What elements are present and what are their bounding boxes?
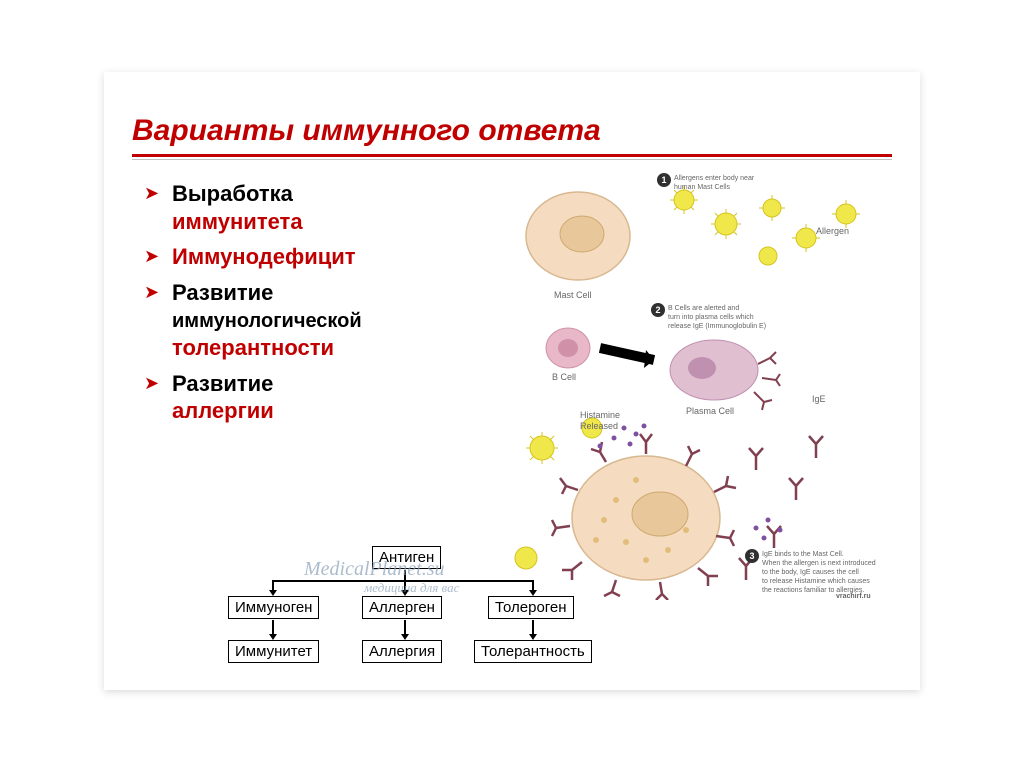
- histamine-label: HistamineReleased: [580, 410, 620, 431]
- bcell-label: B Cell: [552, 372, 576, 382]
- bullet-item: Развитие иммунологической толерантности: [144, 279, 502, 362]
- mast-cell-label: Mast Cell: [554, 290, 592, 300]
- step1-text: Allergens enter body nearhuman Mast Cell…: [674, 175, 755, 191]
- bullet-text: Иммунодефицит: [172, 244, 356, 269]
- fc-box: Иммуноген: [228, 596, 319, 619]
- bullet-item: Развитие аллергии: [144, 370, 502, 425]
- ige-antibodies: [754, 352, 780, 410]
- fc-box: Толероген: [488, 596, 574, 619]
- svg-text:2: 2: [655, 305, 660, 315]
- title-block: Варианты иммунного ответа: [104, 72, 920, 168]
- step3-text: IgE binds to the Mast Cell.When the alle…: [762, 551, 876, 594]
- bullet-text: иммунитета: [172, 209, 303, 234]
- fc-box: Иммунитет: [228, 640, 319, 663]
- diagram-column: Mast Cell Allergen 1 Allergens enter bod…: [502, 174, 902, 433]
- svg-text:1: 1: [661, 175, 666, 185]
- step2-text: B Cells are alerted andturn into plasma …: [668, 305, 766, 330]
- slide: Варианты иммунного ответа Выработка имму…: [104, 72, 920, 690]
- bullet-text: аллергии: [172, 398, 274, 423]
- immune-cell-diagram: Mast Cell Allergen 1 Allergens enter bod…: [496, 170, 916, 600]
- ige-label: IgE: [812, 394, 826, 404]
- bullet-item: Выработка иммунитета: [144, 180, 502, 235]
- bullet-text: Выработка: [172, 181, 293, 206]
- title-rule: [132, 154, 892, 157]
- fc-box: Аллерген: [362, 596, 442, 619]
- bullet-text: иммунологической: [172, 310, 362, 332]
- slide-title: Варианты иммунного ответа: [132, 114, 892, 148]
- svg-text:3: 3: [749, 551, 754, 561]
- bullet-text: толерантности: [172, 335, 334, 360]
- watermark-sub: медицина для вас: [364, 580, 459, 596]
- allergen-label: Allergen: [816, 226, 849, 236]
- title-rule-secondary: [132, 159, 892, 160]
- bullet-text: Развитие: [172, 371, 273, 396]
- attribution: vrachirf.ru: [836, 593, 871, 600]
- watermark-main: MedicalPlanet.su: [304, 558, 445, 581]
- step2-group: B Cell Plasma Cell IgE: [546, 303, 826, 416]
- plasma-label: Plasma Cell: [686, 406, 734, 416]
- content-row: Выработка иммунитета Иммунодефицит Разви…: [104, 168, 920, 433]
- step1-group: Mast Cell Allergen 1 Allergens enter bod…: [526, 173, 860, 300]
- bullet-text: Развитие: [172, 280, 273, 305]
- bullet-item: Иммунодефицит: [144, 243, 502, 271]
- fc-box: Толерантность: [474, 640, 592, 663]
- fc-box: Аллергия: [362, 640, 442, 663]
- antigen-flowchart: Антиген Иммуноген Аллерген Толероген Имм…: [234, 546, 614, 686]
- bullet-list: Выработка иммунитета Иммунодефицит Разви…: [122, 180, 502, 425]
- bullet-column: Выработка иммунитета Иммунодефицит Разви…: [122, 174, 502, 433]
